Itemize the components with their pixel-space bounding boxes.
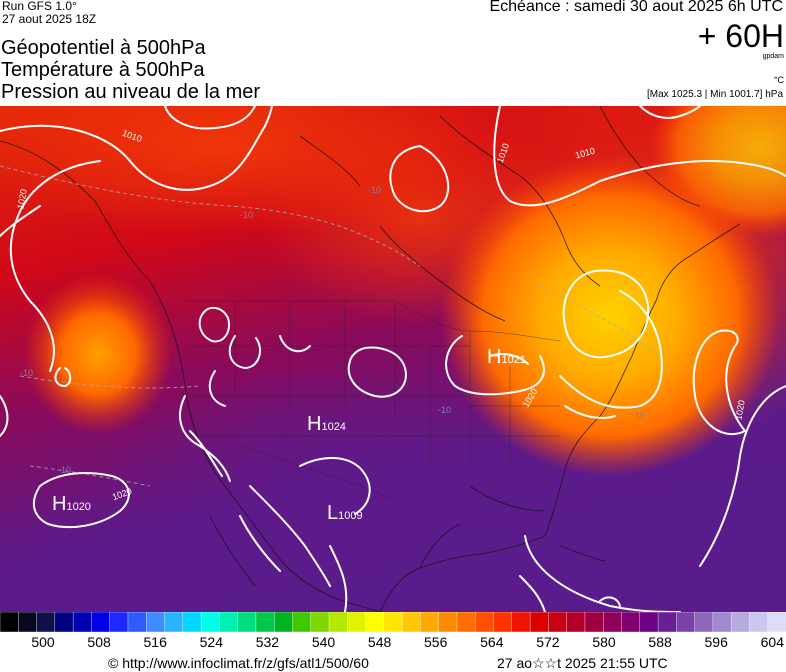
color-scale-tick-label: 540 (311, 634, 336, 650)
color-scale-cell (54, 612, 74, 632)
run-date: 27 aout 2025 18Z (2, 12, 97, 26)
color-scale-cell (712, 612, 732, 632)
color-scale-cell (438, 612, 458, 632)
run-label: Run GFS 1.0° (2, 0, 77, 13)
color-scale-cell (127, 612, 148, 632)
title-geopotential: Géopotentiel à 500hPa (1, 37, 206, 59)
color-scale-tick-label: 524 (199, 634, 223, 650)
footer-generated: 27 ao☆☆t 2025 21:55 UTC (497, 655, 668, 671)
color-scale-cell (566, 612, 586, 632)
color-scale-cell (767, 612, 786, 632)
center-value: 1020 (66, 501, 91, 513)
color-scale-tick-label: 500 (31, 634, 55, 650)
color-scale-cell (621, 612, 641, 632)
temperature-label: -10 (438, 405, 452, 415)
color-scale-cell (292, 612, 312, 632)
weather-map[interactable] (0, 106, 786, 612)
title-pressure: Pression au niveau de la mer (1, 81, 261, 103)
color-scale-cell (255, 612, 275, 632)
color-scale-cell (529, 612, 550, 632)
center-letter: H (307, 413, 322, 435)
color-scale-cell (365, 612, 385, 632)
color-scale-cell (548, 612, 568, 632)
color-scale-tick-label: 572 (536, 634, 560, 650)
color-scale-cell (584, 612, 605, 632)
temperature-label: -10 (240, 210, 254, 220)
color-scale-cell (310, 612, 330, 632)
color-scale-cell (91, 612, 111, 632)
color-scale-cell (511, 612, 531, 632)
color-scale-cell (401, 612, 422, 632)
color-scale-tick-label: 580 (592, 634, 616, 650)
color-scale-cell (328, 612, 349, 632)
echeance-label: Echéance : samedi 30 aout 2025 6h UTC (489, 0, 783, 15)
high-center-rockies: H1024 (307, 413, 346, 436)
color-scale-cell (219, 612, 239, 632)
color-scale-cell (146, 612, 166, 632)
center-value: 1021 (501, 354, 526, 366)
color-scale-tick-label: 556 (424, 634, 448, 650)
color-scale-cell (603, 612, 623, 632)
color-scale-cell (72, 612, 93, 632)
color-scale-cell (475, 612, 495, 632)
center-value: 1009 (338, 510, 363, 522)
color-scale-tick-label: 564 (480, 634, 504, 650)
center-letter: H (487, 346, 502, 368)
maxmin-pressure: [Max 1025.3 | Min 1001.7] hPa (646, 89, 783, 100)
low-center-mexico: L1009 (327, 502, 363, 525)
color-scale-cell (200, 612, 221, 632)
color-scale-cell (18, 612, 38, 632)
center-value: 1024 (321, 421, 346, 433)
color-scale-tick-label: 604 (760, 634, 784, 650)
center-letter: H (52, 493, 67, 515)
temperature-label: -10 (58, 465, 72, 475)
color-scale-cell (164, 612, 184, 632)
high-center-greatlakes: H1021 (487, 346, 526, 369)
color-scale-cell (347, 612, 367, 632)
color-scale-cell (657, 612, 678, 632)
color-scale-tick-label: 508 (87, 634, 111, 650)
color-scale-cell (237, 612, 257, 632)
center-letter: L (327, 502, 339, 524)
color-scale-cell (36, 612, 56, 632)
title-temperature: Température à 500hPa (1, 59, 205, 81)
color-scale-tick-label: 532 (255, 634, 280, 650)
color-scale-cell (493, 612, 513, 632)
color-scale-cell (182, 612, 202, 632)
unit-celsius: °C (773, 75, 784, 85)
isobars (0, 106, 786, 612)
color-scale-tick-label: 596 (704, 634, 728, 650)
lead-time: + 60H (697, 18, 784, 54)
color-scale-cell (0, 612, 20, 632)
color-scale-cell (109, 612, 129, 632)
footer-url[interactable]: © http://www.infoclimat.fr/z/gfs/atl1/50… (108, 655, 369, 671)
temperature-label: -10 (20, 368, 34, 378)
color-scale-tick-label: 516 (143, 634, 167, 650)
color-scale-cell (639, 612, 659, 632)
temperature-dashed-isotherms (0, 165, 661, 487)
color-scale-cell (694, 612, 714, 632)
color-scale-cell (730, 612, 751, 632)
borders (185, 300, 561, 499)
color-scale-tick-label: 548 (367, 634, 392, 650)
color-scale-cell (420, 612, 440, 632)
temperature-label: -10 (632, 410, 646, 420)
temperature-label: -10 (368, 185, 382, 195)
color-scale-tick-label: 588 (648, 634, 672, 650)
unit-gpdam: gpdam (762, 53, 784, 60)
color-scale-cell (676, 612, 696, 632)
color-scale-bar (0, 612, 786, 632)
color-scale-ticks: 500 508 516 524 532 540 548 556 564 572 580 588 596 6… (0, 634, 786, 652)
color-scale-cell (383, 612, 403, 632)
high-center-pacific: H1020 (52, 493, 91, 516)
color-scale-cell (273, 612, 294, 632)
color-scale-cell (456, 612, 477, 632)
color-scale-cell (749, 612, 769, 632)
